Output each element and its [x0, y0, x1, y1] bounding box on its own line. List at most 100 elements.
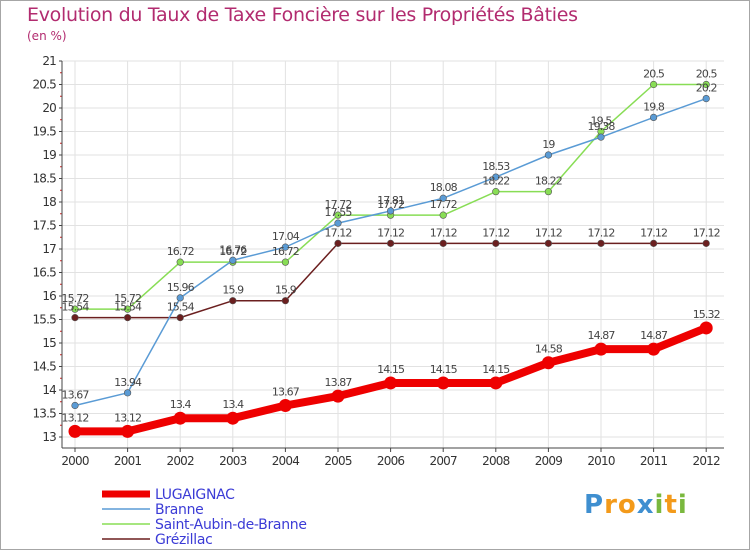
data-label: 13.87 [325, 376, 353, 389]
data-point [229, 256, 237, 264]
data-point [492, 173, 500, 181]
data-label: 18.22 [535, 175, 562, 188]
series-branne [71, 94, 710, 410]
data-label: 16.72 [167, 245, 194, 258]
data-point [334, 211, 342, 219]
legend-item: Saint-Aubin-de-Branne [102, 517, 307, 533]
x-tick-label: 2000 [61, 454, 89, 468]
data-label: 13.4 [170, 398, 192, 411]
data-point [71, 401, 79, 410]
proxiti-logo: Proxiti [584, 490, 688, 520]
data-label: 14.15 [482, 363, 510, 376]
data-point [331, 389, 345, 403]
data-label: 17.72 [377, 198, 404, 211]
y-tick-label: 14.5 [32, 360, 56, 374]
data-label: 17.12 [640, 226, 667, 239]
legend-item: LUGAIGNAC [102, 487, 235, 503]
data-point [229, 297, 237, 305]
data-point [123, 314, 132, 322]
data-point [176, 258, 184, 266]
x-tick-label: 2010 [587, 454, 615, 468]
data-point [439, 211, 447, 219]
data-label: 13.4 [222, 398, 244, 411]
data-point [71, 305, 79, 313]
y-tick-label: 20.5 [32, 78, 56, 92]
data-point [226, 411, 240, 425]
data-label: 13.12 [62, 411, 89, 424]
data-label: 17.04 [272, 230, 300, 243]
data-point [436, 376, 450, 390]
y-tick-label: 16 [42, 289, 56, 303]
x-tick-label: 2006 [377, 454, 405, 468]
data-label: 13.67 [62, 389, 90, 402]
data-point [278, 399, 292, 413]
data-label: 15.72 [114, 292, 141, 305]
y-tick-labels: 13 13.5 14 14.5 15 15.5 16 16.5 17 17.5 18 18.5 19 19… [32, 54, 56, 444]
y-tick-label: 18 [42, 195, 56, 209]
data-label: 15.9 [275, 284, 297, 297]
y-tick-label: 15.5 [32, 313, 56, 327]
data-label: 16.72 [219, 245, 246, 258]
data-label: 19.5 [591, 115, 613, 128]
data-label: 19 [542, 138, 555, 151]
legend-item: Grézillac [102, 532, 213, 548]
data-point [649, 80, 658, 89]
data-label: 19.38 [588, 120, 616, 133]
data-point [176, 294, 184, 302]
data-point [597, 133, 605, 141]
x-tick-label: 2002 [167, 454, 195, 468]
x-tick-label: 2001 [114, 454, 142, 468]
data-point [541, 356, 555, 370]
series-lugaignac [68, 321, 713, 438]
data-point [334, 239, 342, 247]
data-label: 20.5 [696, 68, 718, 81]
y-tick-label: 19.5 [32, 125, 56, 139]
data-label: 17.12 [693, 226, 720, 239]
data-point [544, 239, 553, 247]
series-grezillac [71, 239, 710, 322]
y-tick-label: 16.5 [32, 266, 56, 280]
data-label: 20.2 [696, 82, 717, 95]
data-label: 17.12 [377, 226, 404, 239]
data-point [173, 411, 187, 425]
unit-label: (en %) [27, 29, 67, 43]
chart-title: Evolution du Taux de Taxe Foncière sur l… [27, 4, 578, 26]
data-label: 15.72 [62, 292, 89, 305]
data-point [492, 188, 500, 196]
data-point [649, 113, 658, 121]
data-label: 15.54 [114, 301, 142, 314]
data-point [71, 314, 79, 322]
axes [61, 61, 724, 449]
data-label: 17.12 [430, 226, 457, 239]
data-point [489, 376, 503, 390]
data-point [387, 207, 395, 215]
data-point [68, 424, 82, 438]
data-label: 19.8 [643, 100, 665, 113]
y-tick-label: 19 [42, 148, 56, 162]
data-point [121, 424, 135, 438]
logo-letter: t [664, 490, 678, 520]
x-tick-label: 2004 [272, 454, 300, 468]
y-tick-label: 13 [42, 430, 56, 444]
logo-letter: x [636, 490, 655, 520]
data-point [647, 342, 661, 356]
data-point [281, 258, 290, 266]
data-label: 13.94 [114, 376, 142, 389]
data-labels: 15.54 15.54 15.54 15.9 15.9 17.12 17.12 17.12 17… [62, 68, 721, 425]
x-tick-label: 2009 [535, 454, 563, 468]
y-tick-label: 17 [42, 242, 56, 256]
data-point [439, 194, 447, 202]
legend: LUGAIGNACBranneSaint-Aubin-de-BranneGréz… [102, 487, 307, 548]
logo-letter: i [654, 490, 665, 520]
series-group [68, 80, 713, 438]
logo-letter: i [677, 490, 688, 520]
data-point [597, 239, 605, 247]
data-label: 14.15 [430, 363, 458, 376]
y-tick-label: 15 [42, 336, 56, 350]
data-point [699, 321, 713, 335]
x-tick-label: 2003 [219, 454, 247, 468]
y-tick-label: 17.5 [32, 219, 56, 233]
data-label: 14.87 [640, 329, 668, 342]
legend-label: Branne [155, 502, 204, 518]
logo-letter: o [617, 490, 637, 520]
